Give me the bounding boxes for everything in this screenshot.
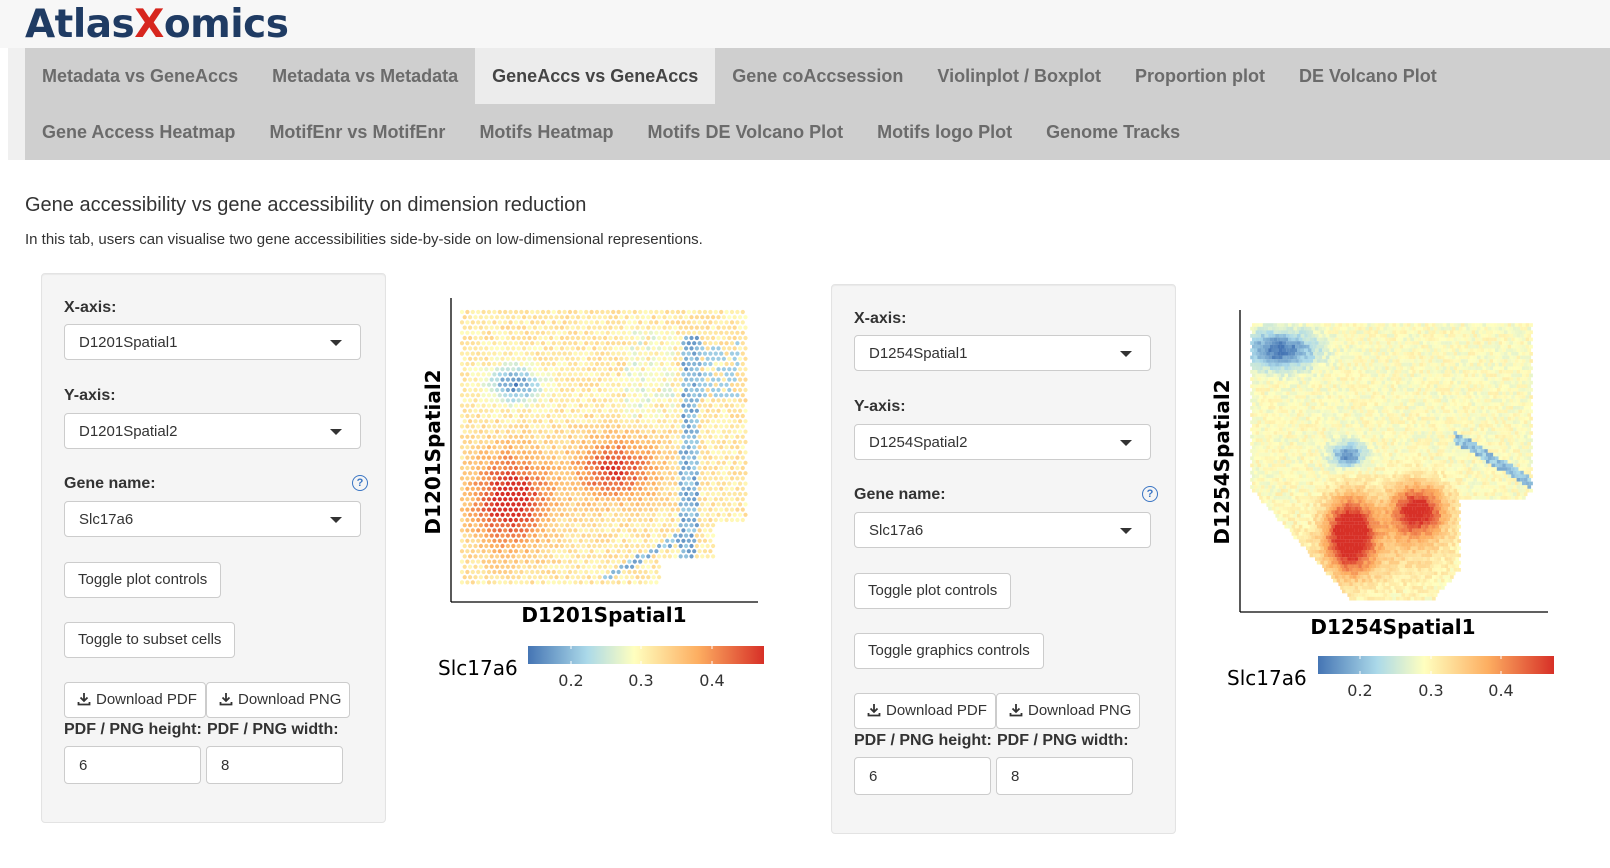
pdf-height-label: PDF / PNG height: [854,732,992,749]
y-axis-label: Y-axis: [64,387,116,404]
x-axis-title: D1201Spatial1 [521,603,686,627]
pdf-height-input[interactable]: 6 [64,746,201,784]
right-control-panel: X-axis: D1254Spatial1 Y-axis: D1254Spati… [831,284,1176,834]
right-spatial-plot: D1254Spatial1 D1254Spatial2 Slc17a6 0.2 … [1210,310,1554,700]
question-circle-icon[interactable]: ? [352,475,368,491]
tab-metadata-vs-metadata[interactable]: Metadata vs Metadata [272,66,459,86]
download-pdf-button[interactable]: Download PDF [854,693,996,729]
tab-violinplot-boxplot[interactable]: Violinplot / Boxplot [937,66,1102,86]
chevron-down-icon [1120,351,1132,357]
tab-genome-tracks[interactable]: Genome Tracks [1046,122,1181,142]
left-plot-points [459,309,748,585]
chevron-down-icon [1120,440,1132,446]
x-axis-label: X-axis: [854,310,907,327]
x-axis-select[interactable]: D1201Spatial1 [64,324,361,360]
nav-tabs: Metadata vs GeneAccs Metadata vs Metadat… [25,48,1610,160]
page-description: In this tab, users can visualise two gen… [25,231,703,248]
y-axis-title: D1201Spatial2 [421,369,445,534]
page-title: Gene accessibility vs gene accessibility… [25,194,587,216]
tab-proportion-plot[interactable]: Proportion plot [1135,66,1266,86]
nav-row-1: Metadata vs GeneAccs Metadata vs Metadat… [25,48,1454,104]
left-control-panel: X-axis: D1201Spatial1 Y-axis: D1201Spati… [41,273,386,823]
chevron-down-icon [1120,528,1132,534]
pdf-width-label: PDF / PNG width: [997,732,1129,749]
y-axis-select[interactable]: D1254Spatial2 [854,424,1151,460]
download-icon [77,693,91,706]
pdf-height-label: PDF / PNG height: [64,721,202,738]
nav-row-2: Gene Access Heatmap MotifEnr vs MotifEnr… [25,104,1197,160]
right-plot-points [1250,323,1533,601]
pdf-width-label: PDF / PNG width: [207,721,339,738]
download-png-button[interactable]: Download PNG [206,682,351,718]
download-icon [867,704,881,717]
question-circle-icon[interactable]: ? [1142,486,1158,502]
download-icon [1009,704,1023,717]
y-axis-title: D1254Spatial2 [1210,379,1234,544]
tab-gene-coaccsession[interactable]: Gene coAccsession [732,66,904,86]
top-bar: AtlasXomics [0,0,1610,48]
pdf-width-input[interactable]: 8 [206,746,343,784]
tab-motifs-logo-plot[interactable]: Motifs logo Plot [877,122,1013,142]
legend-title: Slc17a6 [438,656,518,680]
toggle-graphics-controls-button[interactable]: Toggle graphics controls [854,633,1044,669]
legend-tick: 0.4 [1488,681,1513,700]
x-axis-select[interactable]: D1254Spatial1 [854,335,1151,371]
tab-motifs-de-volcano-plot[interactable]: Motifs DE Volcano Plot [647,122,844,142]
left-spatial-plot: D1201Spatial1 D1201Spatial2 Slc17a6 0.2 … [421,298,764,690]
tab-de-volcano-plot[interactable]: DE Volcano Plot [1299,66,1437,86]
download-pdf-button[interactable]: Download PDF [64,682,206,718]
legend-colorbar [1318,656,1554,674]
chevron-down-icon [330,517,342,523]
download-icon [219,693,233,706]
legend-tick: 0.2 [1347,681,1372,700]
app-logo[interactable]: AtlasXomics [25,2,289,47]
gene-name-label: Gene name: [854,486,946,503]
pdf-height-input[interactable]: 6 [854,757,991,795]
y-axis-select[interactable]: D1201Spatial2 [64,413,361,449]
legend-tick: 0.3 [628,671,653,690]
download-png-button[interactable]: Download PNG [996,693,1141,729]
chevron-down-icon [330,429,342,435]
legend-tick: 0.3 [1418,681,1443,700]
tab-metadata-vs-geneaccs[interactable]: Metadata vs GeneAccs [42,66,239,86]
gene-name-select[interactable]: Slc17a6 [854,512,1151,548]
legend-tick: 0.4 [699,671,724,690]
chevron-down-icon [330,340,342,346]
x-axis-title: D1254Spatial1 [1310,615,1475,639]
pdf-width-input[interactable]: 8 [996,757,1133,795]
toggle-subset-cells-button[interactable]: Toggle to subset cells [64,622,236,658]
tab-gene-access-heatmap[interactable]: Gene Access Heatmap [42,122,236,142]
gene-name-select[interactable]: Slc17a6 [64,501,361,537]
tab-geneaccs-vs-geneaccs[interactable]: GeneAccs vs GeneAccs [475,48,716,104]
toggle-plot-controls-button[interactable]: Toggle plot controls [64,562,222,598]
y-axis-label: Y-axis: [854,398,906,415]
legend-title: Slc17a6 [1227,666,1307,690]
toggle-plot-controls-button[interactable]: Toggle plot controls [854,573,1012,609]
tab-motifenr-vs-motifenr[interactable]: MotifEnr vs MotifEnr [269,122,446,142]
tab-motifs-heatmap[interactable]: Motifs Heatmap [479,122,614,142]
legend-tick: 0.2 [558,671,583,690]
legend-colorbar [528,646,764,664]
x-axis-label: X-axis: [64,299,117,316]
gene-name-label: Gene name: [64,475,156,492]
